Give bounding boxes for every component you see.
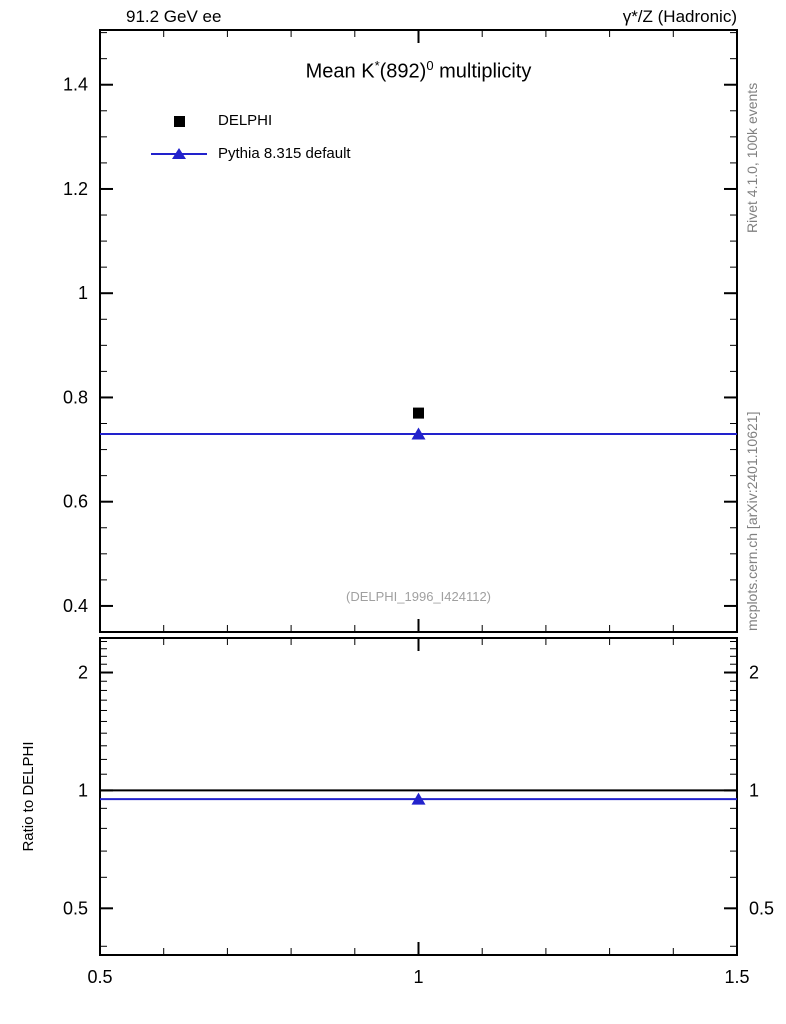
svg-text:0.8: 0.8 <box>63 387 88 407</box>
x-axis-ticks <box>99 30 738 955</box>
series-pythia-8-315-default <box>100 427 737 440</box>
ratio-axis-label: Ratio to DELPHI <box>20 741 37 852</box>
plot-title-text: Mean K <box>305 60 375 83</box>
svg-text:1: 1 <box>78 780 88 800</box>
series-pythia-ratio <box>100 792 737 805</box>
plot-title-mid: (892) <box>379 60 427 83</box>
beam-energy-label: 91.2 GeV ee <box>126 7 222 26</box>
ratio-y-tick-labels: 0.5 0.5 1 1 2 2 <box>63 663 774 919</box>
main-y-tick-labels: 0.4 0.6 0.8 1 1.2 1.4 <box>63 75 88 616</box>
series-delphi <box>413 407 424 419</box>
delphi-square-icon <box>148 114 210 128</box>
rivet-version-note: Rivet 4.1.0, 100k events <box>744 82 760 233</box>
legend-item-delphi: DELPHI <box>148 104 351 137</box>
legend-item-pythia: Pythia 8.315 default <box>148 137 351 170</box>
plot-title-sup-star: * <box>374 58 380 73</box>
svg-text:0.5: 0.5 <box>63 898 88 918</box>
svg-text:1.2: 1.2 <box>63 179 88 199</box>
process-label: γ*/Z (Hadronic) <box>622 7 737 26</box>
main-y-ticks <box>100 32 737 633</box>
pythia-line-triangle-icon <box>148 147 210 161</box>
legend-square-marker <box>174 115 185 127</box>
svg-text:1: 1 <box>749 780 759 800</box>
svg-text:2: 2 <box>78 663 88 683</box>
legend-triangle-marker <box>172 147 186 159</box>
svg-text:0.5: 0.5 <box>87 967 112 987</box>
svg-text:1: 1 <box>78 283 88 303</box>
legend-label-delphi: DELPHI <box>218 112 273 129</box>
svg-text:0.6: 0.6 <box>63 492 88 512</box>
svg-text:1.5: 1.5 <box>724 967 749 987</box>
svg-text:1.4: 1.4 <box>63 75 88 95</box>
svg-text:0.5: 0.5 <box>749 898 774 918</box>
mcplots-arxiv-note: mcplots.cern.ch [arXiv:2401.10621] <box>744 411 760 631</box>
plot-title-post: multiplicity <box>433 60 532 83</box>
plot-title: Mean K*(892)0 multiplicity <box>100 58 737 84</box>
svg-text:0.4: 0.4 <box>63 596 88 616</box>
svg-text:2: 2 <box>749 663 759 683</box>
plot-title-sup-zero: 0 <box>426 58 434 73</box>
legend: DELPHI Pythia 8.315 default <box>148 104 351 170</box>
svg-text:1: 1 <box>413 967 423 987</box>
x-tick-labels: 0.5 1 1.5 <box>87 967 749 987</box>
analysis-id-watermark: (DELPHI_1996_I424112) <box>345 589 492 604</box>
legend-label-pythia: Pythia 8.315 default <box>218 145 351 162</box>
